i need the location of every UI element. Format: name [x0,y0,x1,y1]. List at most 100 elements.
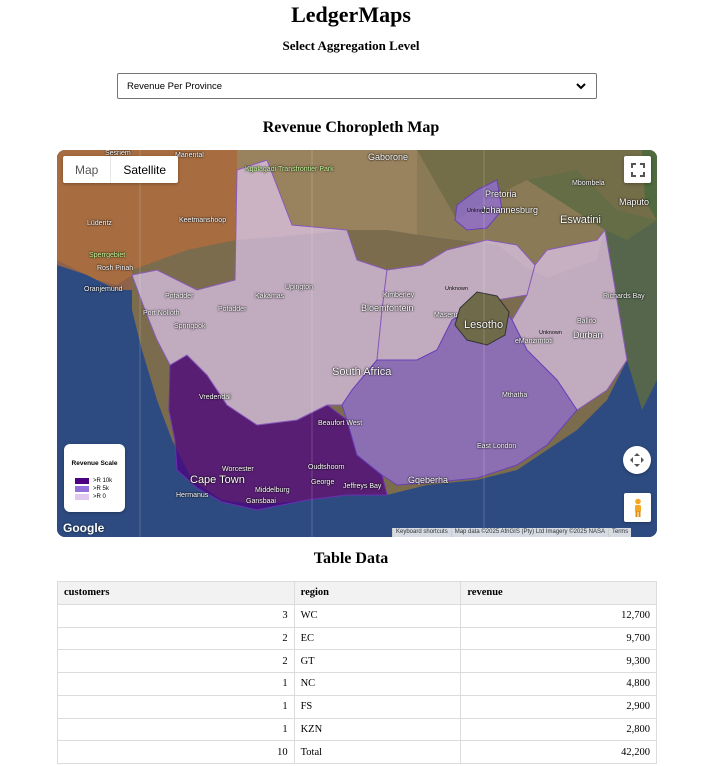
data-table: customers region revenue 3 WC 12,700 2 E… [57,581,657,764]
place-label: Mthatha [502,392,528,399]
region-label-kzn: Unknown [539,330,562,336]
cell-region: WC [293,603,462,628]
place-label: Kakamas [255,293,285,300]
camera-control-button[interactable] [623,446,651,474]
place-label: Pofadder [165,293,194,300]
move-arrows-icon [630,453,644,467]
region-gt [454,179,503,231]
table-row: 1 FS 2,900 [57,694,657,719]
choropleth-map[interactable]: Sesriem Mariental Gaborone Kgalagadi Tra… [57,150,657,537]
fullscreen-icon [630,162,645,177]
cell-customers: 1 [57,672,295,696]
table-row: 1 NC 4,800 [57,672,657,696]
cell-region: EC [293,626,462,651]
lesotho-land [454,291,510,346]
fullscreen-button[interactable] [624,156,651,183]
place-label: Eswatini [560,214,601,226]
column-header-region: region [293,581,462,605]
place-label: Upington [285,284,314,291]
cell-revenue: 2,900 [460,694,657,719]
place-label-capetown: Cape Town [190,474,245,486]
place-label: Pofadder [218,306,247,313]
cell-revenue: 2,800 [460,717,657,742]
place-label: Vredendal [199,394,231,401]
place-label: Beaufort West [318,420,363,427]
cell-revenue: 42,200 [460,740,657,764]
place-label: Jeffreys Bay [343,483,382,490]
revenue-legend: Revenue Scale >R 10k >R 5k >R 0 [64,444,125,512]
place-label: Richards Bay [603,293,645,300]
map-type-satellite-button[interactable]: Satellite [123,162,167,177]
cell-revenue: 12,700 [460,603,657,628]
place-label-lesotho: Lesotho [464,319,504,331]
place-label: Bloemfontein [361,303,414,313]
place-label: Oranjemund [84,286,123,293]
place-label: Johannesburg [481,205,539,215]
keyboard-shortcuts-link[interactable]: Keyboard shortcuts [392,528,451,537]
place-label: Port Nolloth [143,310,180,317]
place-label: Mariental [175,152,204,159]
aggregation-label: Select Aggregation Level [282,38,420,53]
chevron-down-icon [576,83,586,90]
legend-item: >R 5k [75,486,109,492]
pegman-icon [634,498,641,517]
place-label: Ballito [577,318,597,325]
map-attribution: Keyboard shortcuts Map data ©2025 AfriGI… [392,528,632,537]
table-row: 1 KZN 2,800 [57,717,657,742]
legend-label: >R 10k [93,478,113,484]
place-label: eManzimtoti [515,338,553,345]
place-label-country: South Africa [332,366,392,378]
column-header-revenue: revenue [460,581,657,605]
cell-region: NC [293,672,462,696]
street-view-pegman-button[interactable] [624,493,651,522]
map-heading: Revenue Choropleth Map [262,119,440,136]
map-type-control[interactable]: Map Satellite [63,156,179,183]
cell-customers: 1 [57,694,295,719]
region-label-gt: Unknown [467,208,490,214]
place-label: Springbok [174,323,206,330]
legend-swatch [75,494,89,500]
legend-swatch [75,486,89,492]
place-label: Oudtshoorn [308,464,345,471]
aggregation-select[interactable]: Revenue Per Province [117,73,597,99]
place-label: Durban [573,330,603,340]
table-row-total: 10 Total 42,200 [57,740,657,764]
google-logo: Google [63,521,105,535]
legend-item: >R 0 [75,494,106,500]
map-type-map-button[interactable]: Map [63,156,112,183]
place-label: Maseru [434,312,458,319]
place-label: Maputo [619,197,650,207]
column-header-customers: customers [57,581,295,605]
legend-label: >R 5k [93,486,109,492]
place-label: Lüderitz [87,220,112,227]
cell-customers: 10 [57,740,295,764]
region-label-fs: Unknown [445,286,468,292]
map-canvas[interactable] [57,150,657,537]
table-row: 2 GT 9,300 [57,649,657,673]
cell-region: KZN [293,717,462,742]
place-label: George [311,479,335,486]
place-label: Gqeberha [408,475,449,485]
place-label: Sesriem [105,150,131,157]
place-label: Rosh Pinah [97,265,134,272]
table-heading: Table Data [313,550,389,567]
aggregation-select-value: Revenue Per Province [127,80,223,92]
place-label: Mbombela [572,180,605,187]
place-label: Middelburg [255,487,290,494]
place-label: East London [477,443,517,450]
legend-title: Revenue Scale [71,460,118,467]
legend-label: >R 0 [93,494,106,500]
table-row: 2 EC 9,700 [57,626,657,651]
table-header-row: customers region revenue [57,581,657,605]
cell-revenue: 4,800 [460,672,657,696]
place-label: Hermanus [176,492,209,499]
place-label: Kgalagadi Transfrontier Park [245,166,334,173]
map-data-attribution: Map data ©2025 AfriGIS (Pty) Ltd Imagery… [450,528,608,537]
cell-customers: 2 [57,626,295,651]
cell-customers: 1 [57,717,295,742]
terms-link[interactable]: Terms [607,528,632,537]
place-label: Sperrgebiet [89,252,126,259]
cell-region: FS [293,694,462,719]
legend-item: >R 10k [75,478,112,484]
place-label: Gaborone [368,152,409,162]
